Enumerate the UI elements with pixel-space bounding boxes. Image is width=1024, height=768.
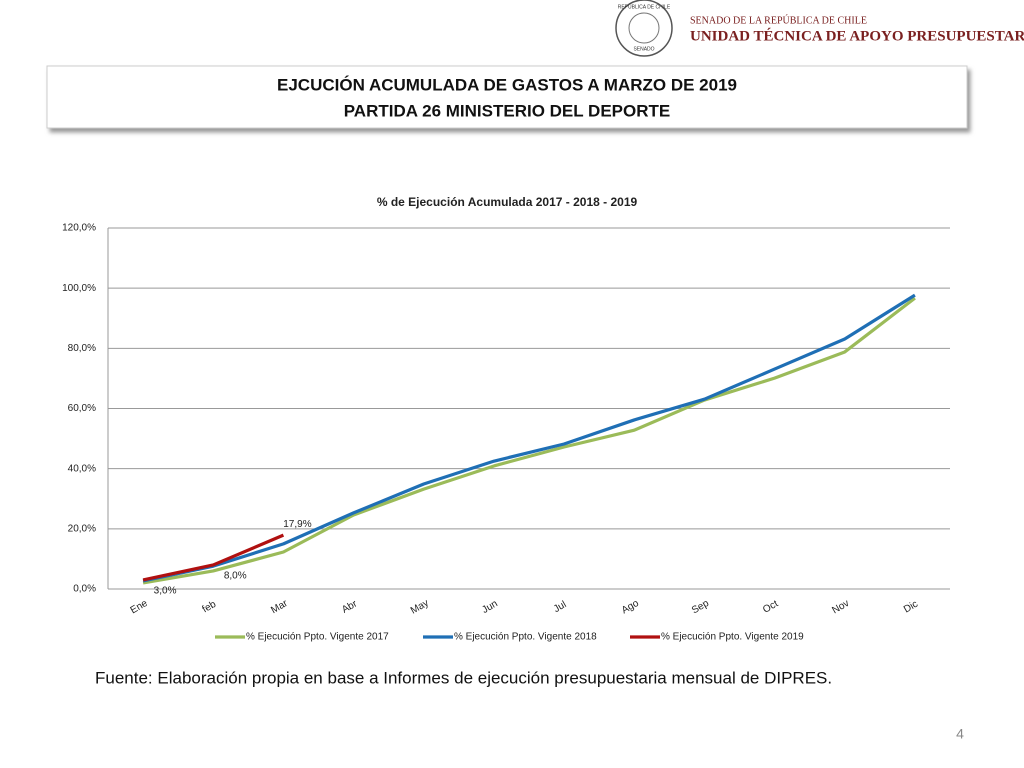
x-tick-label: Nov bbox=[830, 598, 851, 616]
x-tick-label: Oct bbox=[761, 598, 780, 615]
y-tick-label: 60,0% bbox=[68, 403, 96, 414]
x-tick-label: Ene bbox=[129, 598, 150, 617]
x-tick-label: May bbox=[409, 598, 431, 617]
slide-title: EJCUCIÓN ACUMULADA DE GASTOS A MARZO DE … bbox=[277, 75, 737, 94]
unit: UNIDAD TÉCNICA DE APOYO PRESUPUESTARIO bbox=[690, 27, 1024, 44]
series-line bbox=[142, 296, 916, 585]
chart-title: % de Ejecución Acumulada 2017 - 2018 - 2… bbox=[377, 195, 638, 209]
page-number: 4 bbox=[956, 726, 964, 742]
y-tick-label: 20,0% bbox=[68, 523, 96, 534]
data-label: 3,0% bbox=[154, 586, 177, 597]
series-line bbox=[142, 533, 285, 582]
legend-label: % Ejecución Ppto. Vigente 2018 bbox=[454, 632, 597, 643]
y-tick-label: 100,0% bbox=[62, 283, 96, 294]
x-tick-label: Dic bbox=[902, 599, 920, 616]
institution: SENADO DE LA REPÚBLICA DE CHILE bbox=[690, 14, 867, 26]
y-tick-label: 0,0% bbox=[73, 584, 96, 595]
series-line bbox=[142, 293, 916, 583]
legend-label: % Ejecución Ppto. Vigente 2019 bbox=[661, 632, 804, 643]
x-tick-label: Abr bbox=[340, 598, 360, 616]
data-label: 17,9% bbox=[283, 519, 311, 530]
seal-text: SENADO bbox=[633, 46, 654, 52]
data-label: 8,0% bbox=[224, 571, 247, 582]
x-tick-label: Sep bbox=[690, 598, 711, 617]
y-tick-label: 40,0% bbox=[68, 463, 96, 474]
slide-title: PARTIDA 26 MINISTERIO DEL DEPORTE bbox=[344, 101, 671, 120]
x-tick-label: feb bbox=[201, 599, 219, 616]
legend-label: % Ejecución Ppto. Vigente 2017 bbox=[246, 632, 389, 643]
seal-inner bbox=[628, 12, 660, 44]
seal-text: REPÚBLICA DE CHILE bbox=[618, 3, 671, 10]
source: Fuente: Elaboración propia en base a Inf… bbox=[95, 668, 832, 687]
y-tick-label: 80,0% bbox=[68, 343, 96, 354]
x-tick-label: Ago bbox=[620, 598, 641, 617]
title-box bbox=[46, 65, 968, 129]
seal bbox=[615, 0, 673, 57]
x-tick-label: Jul bbox=[552, 599, 569, 615]
y-tick-label: 120,0% bbox=[62, 223, 96, 234]
x-tick-label: Mar bbox=[269, 598, 290, 616]
x-tick-label: Jun bbox=[480, 598, 499, 616]
